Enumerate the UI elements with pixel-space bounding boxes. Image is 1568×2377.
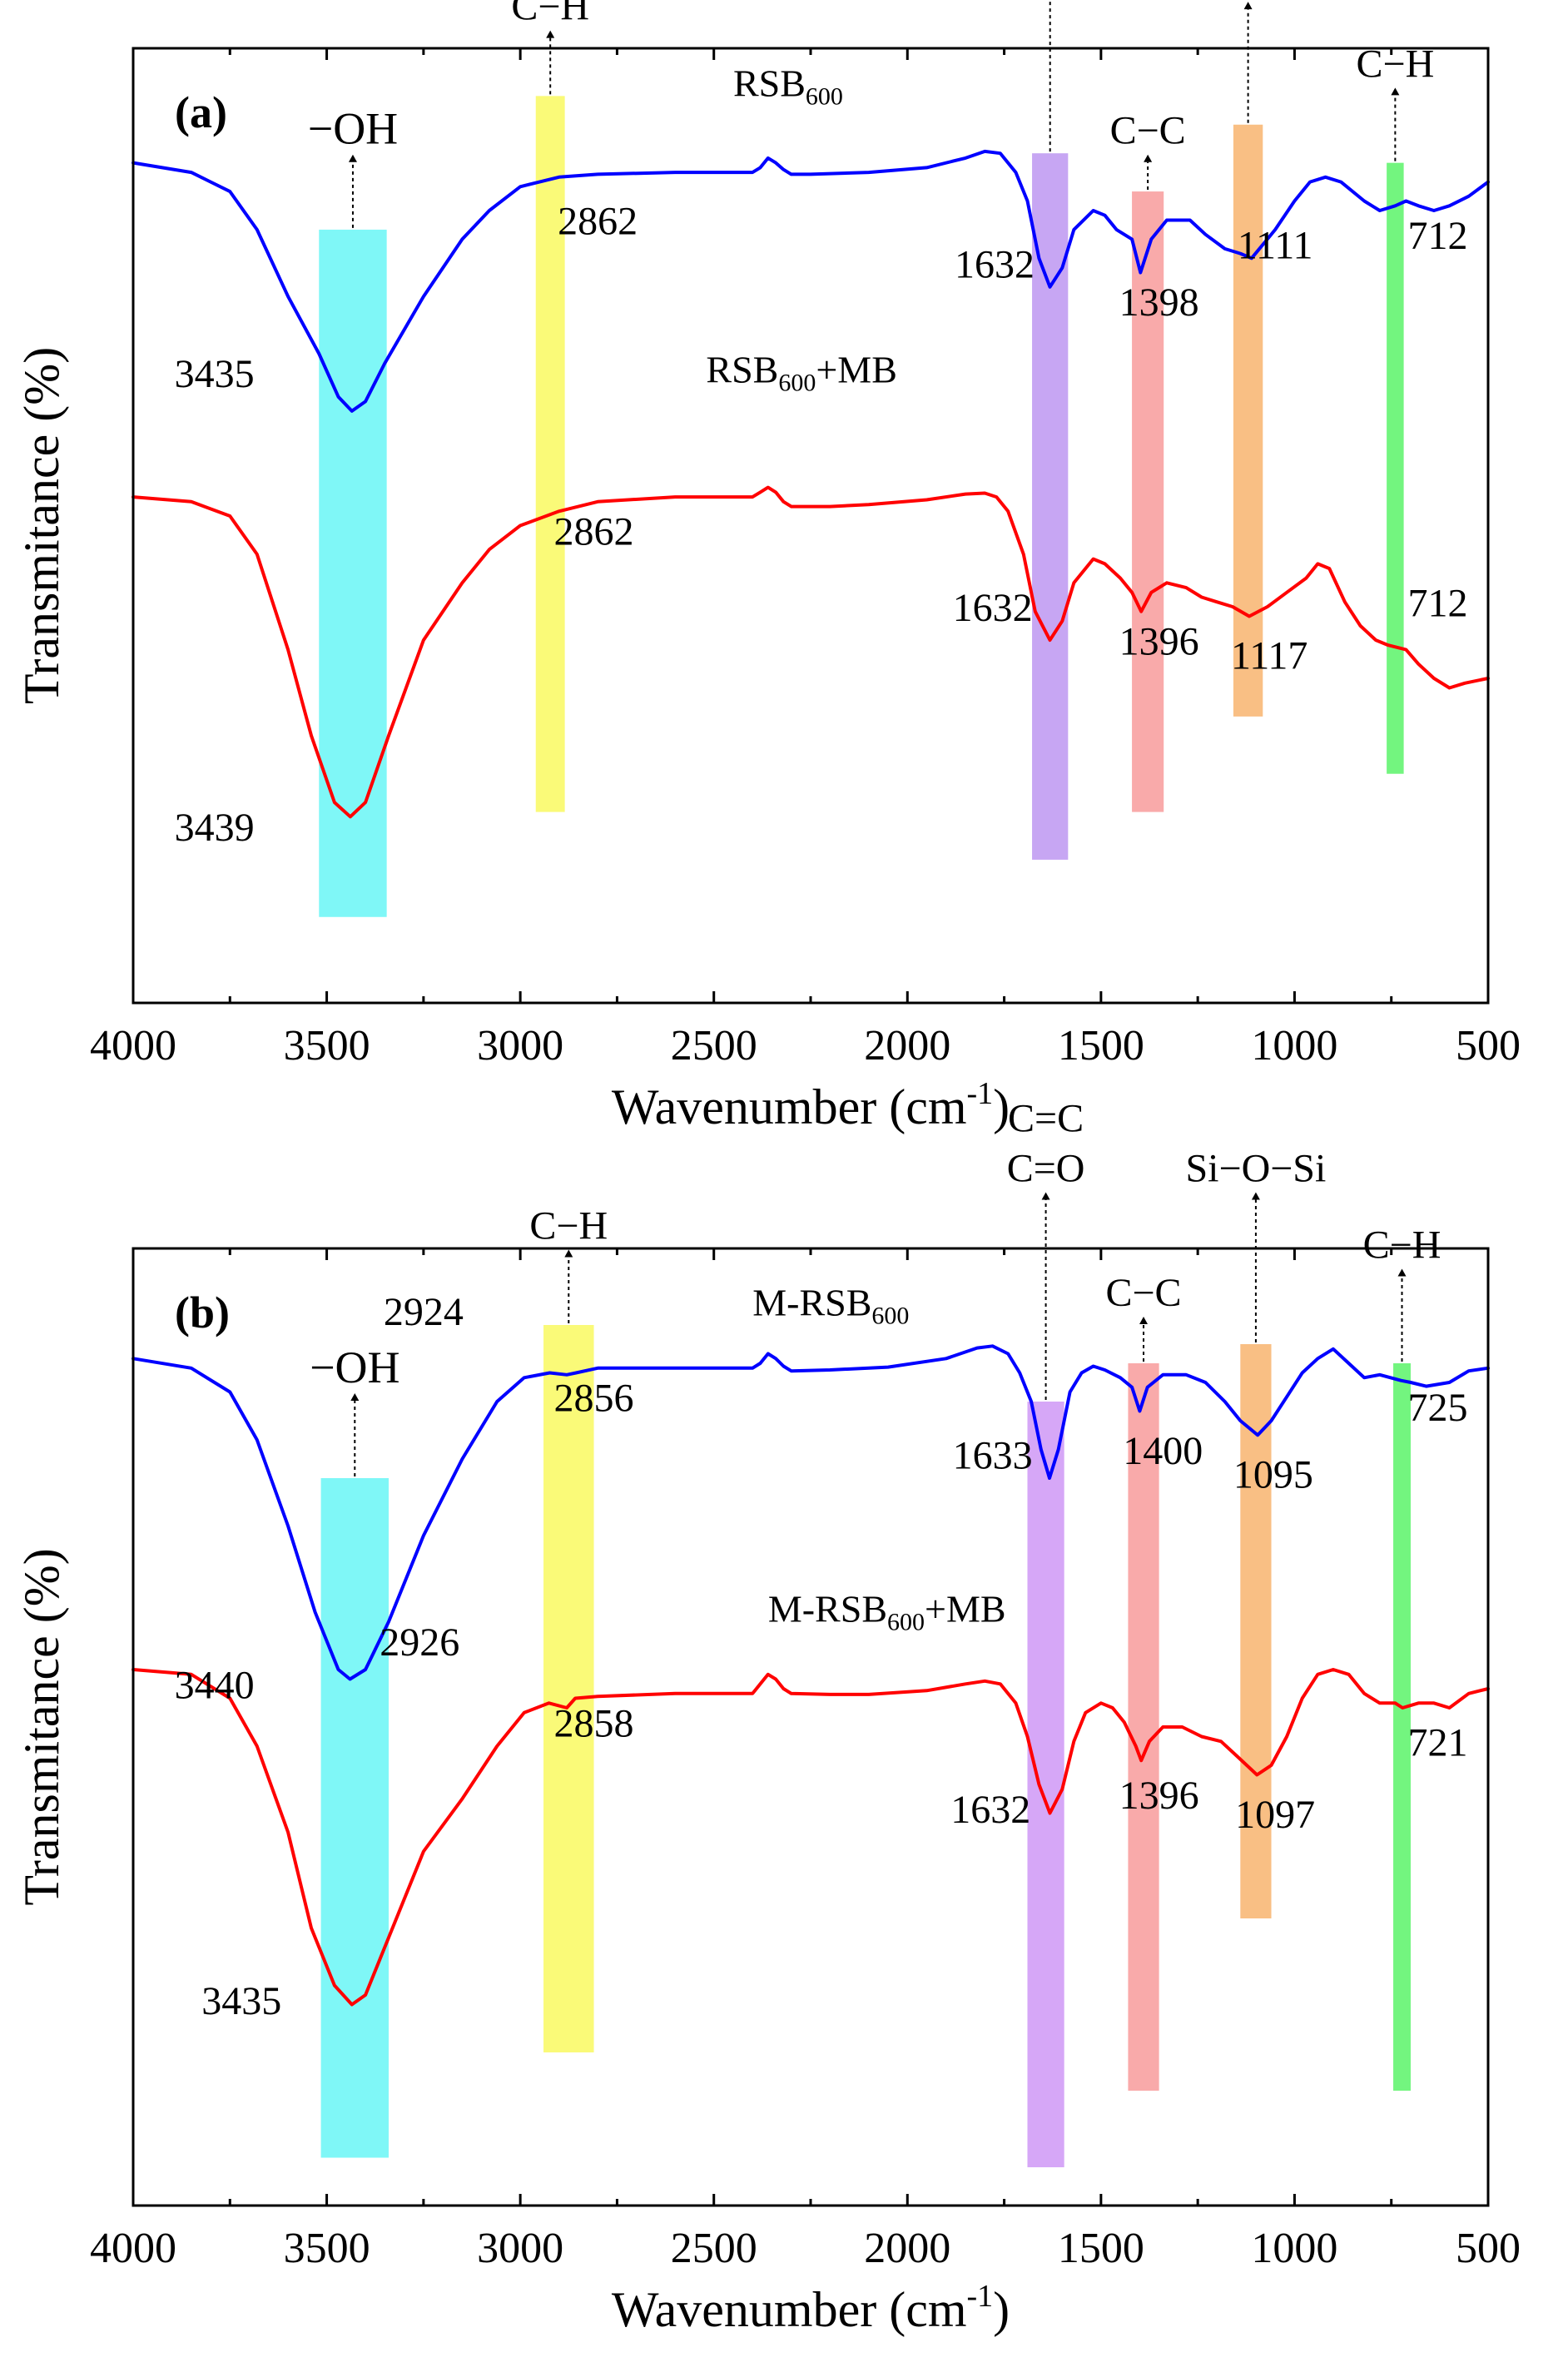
x-axis-label: Wavenumber (cm-1)	[612, 2279, 1010, 2337]
peak-label-3: 1633	[953, 1434, 1033, 1478]
band-3	[1132, 191, 1164, 812]
panel-label: (b)	[175, 1288, 230, 1337]
peak-label-8: 3435	[201, 1979, 281, 2023]
peak-label-4: 1111	[1238, 223, 1313, 267]
peak-label-6: 725	[1408, 1386, 1468, 1430]
peak-label-10: 1117	[1231, 634, 1307, 678]
y-axis-label: Transmitance (%)	[14, 347, 69, 704]
x-tick-label: 500	[1456, 1022, 1521, 1069]
x-tick-label: 1500	[1058, 2225, 1144, 2272]
series-label-red: RSB600+MB	[706, 348, 896, 396]
band-2	[1027, 1402, 1064, 2167]
peak-label-9: 1396	[1119, 619, 1199, 663]
x-tick-label: 500	[1456, 2225, 1521, 2272]
peak-label-7: 2862	[554, 509, 634, 553]
peak-label-1: 2924	[384, 1290, 464, 1334]
peak-label-0: 3435	[175, 352, 255, 396]
x-tick-label: 1000	[1251, 2225, 1337, 2272]
peak-label-10: 1632	[950, 1788, 1030, 1832]
series-line-red	[131, 485, 1490, 819]
peak-label-11: 712	[1408, 581, 1468, 625]
panel-label: (a)	[175, 87, 227, 137]
band-label-2-b: C=O	[1007, 1147, 1085, 1191]
band-0	[319, 229, 387, 917]
x-tick-label: 4000	[90, 1022, 176, 1069]
peak-label-12: 1097	[1235, 1793, 1315, 1837]
peak-label-11: 1396	[1119, 1774, 1199, 1818]
x-tick-label: 1000	[1251, 1022, 1337, 1069]
x-tick-label: 2000	[864, 1022, 950, 1069]
peak-label-3: 1398	[1119, 280, 1199, 325]
x-tick-label: 3000	[477, 2225, 563, 2272]
chart-panel-b: −OH C−H C=C C=O C−C Si−O−Si C−H M-RSB600 M-RSB60…	[14, 1097, 1521, 2338]
x-tick-label: 2500	[671, 2225, 757, 2272]
band-label-0: −OH	[310, 1342, 399, 1392]
series-label-blue: RSB600	[733, 62, 843, 110]
series-line-red	[131, 1668, 1490, 2007]
band-5	[1387, 162, 1404, 774]
y-axis-label: Transmitance (%)	[14, 1548, 69, 1905]
band-label-1: C−H	[511, 0, 589, 29]
band-label-1: C−H	[529, 1204, 608, 1248]
x-tick-label: 3000	[477, 1022, 563, 1069]
band-label-0: −OH	[308, 104, 398, 154]
band-label-3: C−C	[1105, 1271, 1181, 1315]
x-tick-label: 3500	[284, 2225, 370, 2272]
series-label-blue: M-RSB600	[752, 1282, 909, 1330]
x-tick-label: 4000	[90, 2225, 176, 2272]
series-label-red: M-RSB600+MB	[768, 1588, 1006, 1636]
peak-label-9: 2858	[554, 1702, 634, 1746]
band-1	[543, 1325, 594, 2052]
peak-label-5: 712	[1408, 214, 1468, 258]
band-label-4: Si−O−Si	[1185, 1147, 1326, 1191]
x-tick-label: 2000	[864, 2225, 950, 2272]
x-tick-label: 3500	[284, 1022, 370, 1069]
band-3	[1128, 1363, 1159, 2091]
band-label-2: C=C	[1008, 1097, 1084, 1141]
peak-label-2: 2856	[554, 1377, 634, 1421]
peak-label-1: 2862	[558, 200, 638, 244]
series-line-blue	[131, 1344, 1490, 1681]
x-axis-label: Wavenumber (cm-1)	[612, 1076, 1010, 1134]
peak-label-4: 1400	[1123, 1429, 1203, 1473]
band-label-5: C−H	[1363, 1223, 1441, 1268]
band-1	[535, 96, 565, 812]
band-5	[1393, 1363, 1411, 2091]
peak-label-5: 1095	[1233, 1453, 1313, 1497]
peak-label-0: 3440	[175, 1664, 255, 1708]
band-label-3: C−C	[1110, 109, 1186, 153]
peak-label-6: 3439	[175, 806, 255, 850]
peak-label-13: 721	[1408, 1721, 1468, 1765]
peak-label-2: 1632	[955, 242, 1035, 286]
peak-label-7: 2926	[380, 1620, 459, 1665]
chart-panel-a: −OHC−HC=CC=OC−CSi−O−SiC−HRSB600RSB600+MB…	[14, 0, 1521, 1134]
band-4	[1233, 124, 1263, 717]
band-0	[320, 1478, 389, 2158]
peak-label-8: 1632	[953, 586, 1033, 630]
band-2	[1032, 153, 1069, 860]
band-4	[1240, 1344, 1272, 1918]
x-tick-label: 1500	[1058, 1022, 1144, 1069]
x-tick-label: 2500	[671, 1022, 757, 1069]
series-line-blue	[131, 149, 1490, 413]
